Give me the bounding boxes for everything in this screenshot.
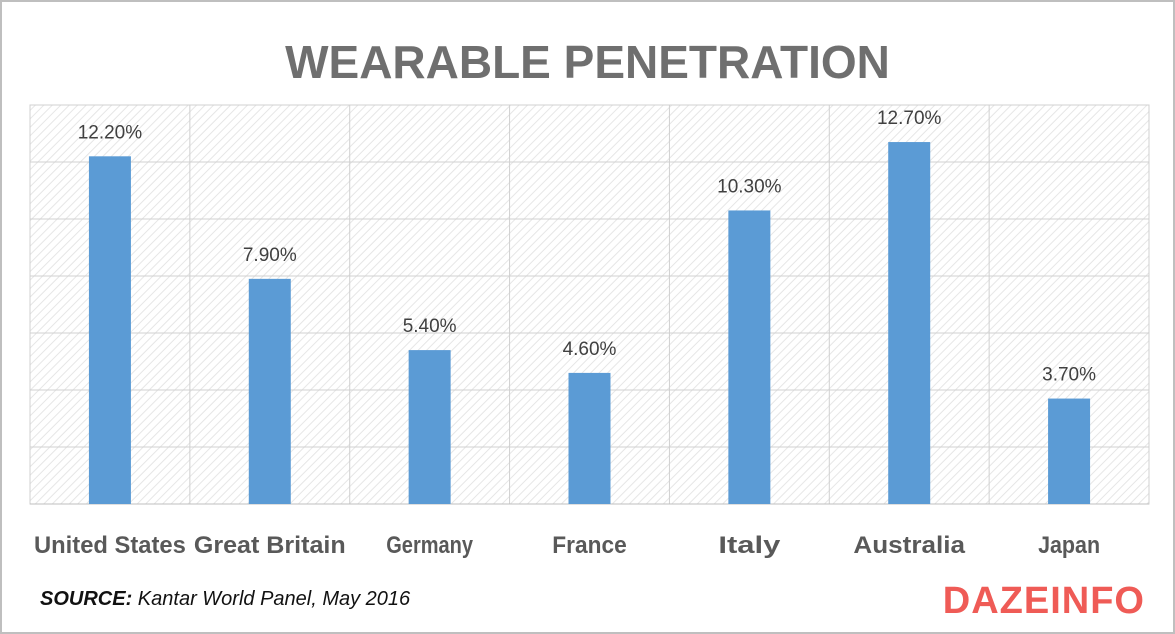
data-label: 3.70%	[1042, 365, 1096, 386]
category-label: Germany	[386, 532, 473, 559]
category-label: Australia	[853, 532, 965, 559]
data-label: 7.90%	[243, 245, 297, 266]
data-label: 10.30%	[717, 176, 782, 197]
category-label: United States	[34, 532, 186, 559]
source-text: Kantar World Panel, May 2016	[137, 588, 411, 610]
chart-title: WEARABLE PENETRATION	[285, 36, 890, 88]
source-label: SOURCE:	[40, 588, 133, 610]
bar	[88, 156, 131, 505]
data-label: 12.70%	[877, 108, 942, 129]
category-label: Great Britain	[194, 532, 346, 559]
data-label: 12.20%	[78, 122, 143, 143]
value-labels: 12.20% 7.90% 5.40% 4.60% 10.30% 12.70% 3.70%	[78, 108, 1096, 386]
data-label: 4.60%	[563, 339, 617, 360]
source-note: SOURCE: Kantar World Panel, May 2016	[40, 588, 410, 618]
category-label: France	[552, 532, 626, 559]
bars	[88, 142, 1091, 505]
bar	[728, 210, 771, 504]
data-label: 5.40%	[403, 316, 457, 337]
bar	[248, 278, 291, 504]
category-labels: United States Great Britain Germany France I…	[34, 532, 1100, 559]
bar	[568, 372, 611, 504]
dazeinfo-logo: DAZEINFO	[942, 580, 1145, 622]
bar	[1048, 398, 1091, 504]
grid-lines	[30, 105, 1149, 505]
category-label: Japan	[1038, 532, 1100, 559]
category-label: Italy	[718, 532, 781, 559]
bar	[888, 142, 931, 505]
bar	[408, 350, 451, 504]
